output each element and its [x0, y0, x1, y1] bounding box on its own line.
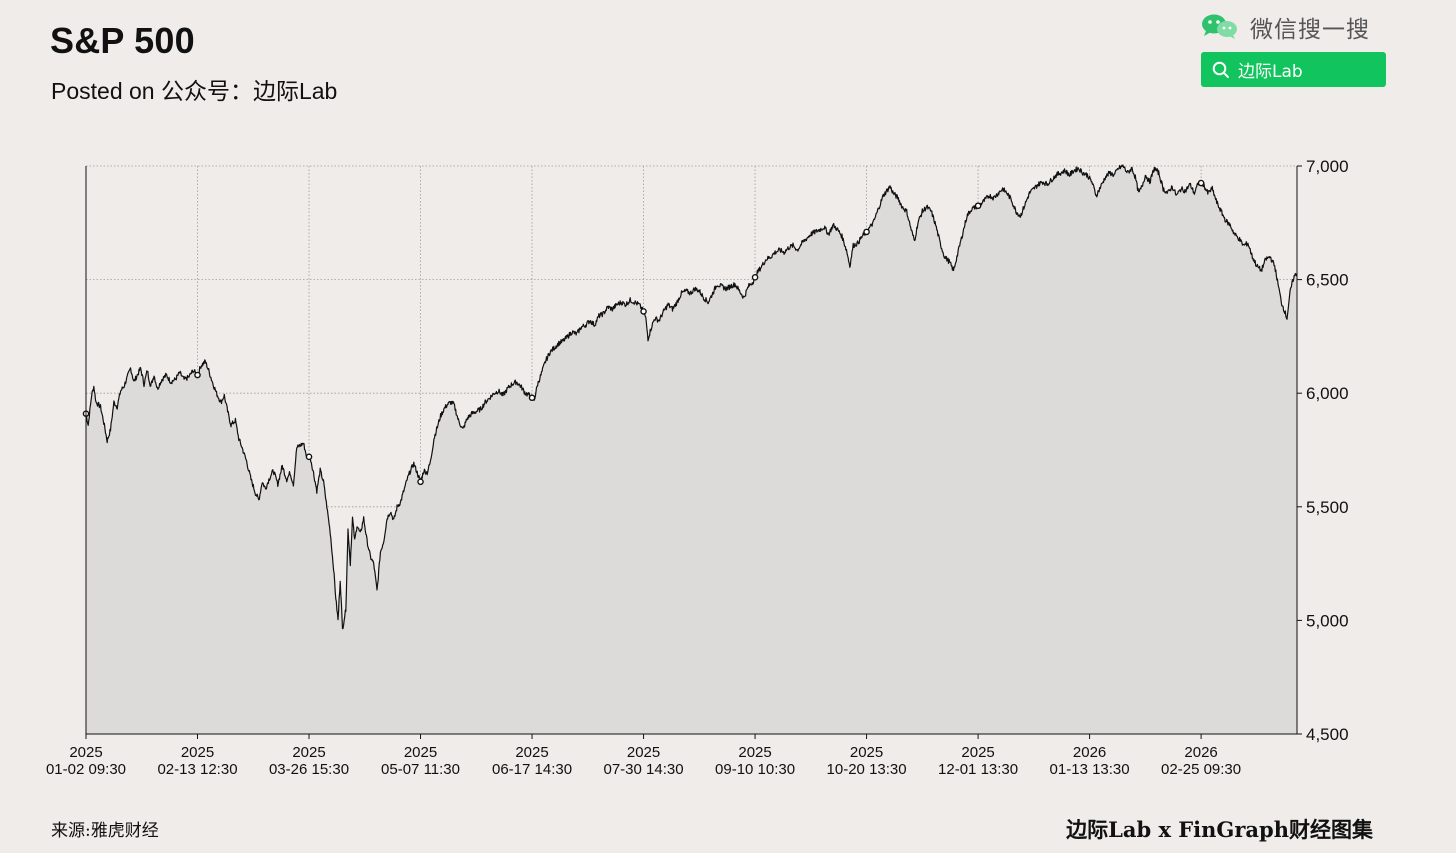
chart-subtitle: Posted on 公众号：边际Lab [51, 78, 338, 104]
x-tick-label: 05-07 11:30 [381, 761, 460, 778]
search-icon [1212, 61, 1229, 78]
credit-note: 边际Lab x FinGraph财经图集 [1066, 817, 1373, 842]
x-tick-year: 2025 [738, 744, 771, 761]
data-point-marker [417, 478, 424, 486]
data-point-marker [528, 394, 536, 402]
wechat-search-label: 微信搜一搜 [1250, 17, 1370, 43]
x-tick-label: 12-01 13:30 [938, 761, 1018, 778]
wechat-search-text: 边际Lab [1238, 62, 1303, 82]
data-point-marker [974, 202, 982, 210]
x-tick-label: 06-17 14:30 [492, 761, 572, 778]
x-tick-year: 2025 [850, 744, 883, 761]
source-note: 来源:雅虎财经 [51, 821, 159, 841]
x-tick-label: 02-25 09:30 [1161, 761, 1241, 778]
x-tick-label: 02-13 12:30 [157, 761, 237, 778]
data-point-marker [305, 453, 313, 461]
x-tick-year: 2025 [515, 744, 548, 761]
data-point-marker [640, 308, 647, 315]
y-tick-label: 6,000 [1306, 384, 1349, 403]
wechat-search-widget: 微信搜一搜 边际Lab [1200, 8, 1390, 92]
wechat-logo-icon [1200, 11, 1240, 43]
x-tick-year: 2026 [1184, 744, 1217, 761]
x-tick-year: 2025 [404, 744, 437, 761]
x-tick-year: 2025 [181, 744, 214, 761]
x-tick-year: 2025 [961, 744, 994, 761]
x-tick-label: 07-30 14:30 [604, 761, 684, 778]
x-tick-label: 10-20 13:30 [827, 761, 907, 778]
x-tick-year: 2025 [627, 744, 660, 761]
data-point-marker [751, 274, 759, 281]
series-line [85, 164, 1298, 630]
y-tick-label: 5,000 [1306, 611, 1349, 630]
y-tick-label: 4,500 [1306, 725, 1349, 744]
data-point-marker [1197, 179, 1205, 187]
x-tick-label: 03-26 15:30 [269, 761, 349, 778]
y-tick-label: 7,000 [1306, 157, 1349, 176]
series-area [86, 165, 1297, 735]
y-tick-label: 5,500 [1306, 498, 1349, 517]
x-tick-label: 01-02 09:30 [46, 761, 126, 778]
y-tick-label: 6,500 [1306, 271, 1349, 290]
x-tick-label: 09-10 10:30 [715, 761, 795, 778]
x-tick-year: 2025 [292, 744, 325, 761]
wechat-search-button[interactable]: 边际Lab [1201, 52, 1386, 87]
data-point-marker [194, 371, 201, 379]
x-tick-label: 01-13 13:30 [1050, 761, 1130, 778]
chart-title: S&P 500 [50, 20, 195, 61]
x-tick-year: 2025 [69, 744, 102, 761]
x-tick-year: 2026 [1073, 744, 1106, 761]
data-point-marker [863, 228, 870, 236]
wechat-header: 微信搜一搜 [1200, 8, 1390, 46]
